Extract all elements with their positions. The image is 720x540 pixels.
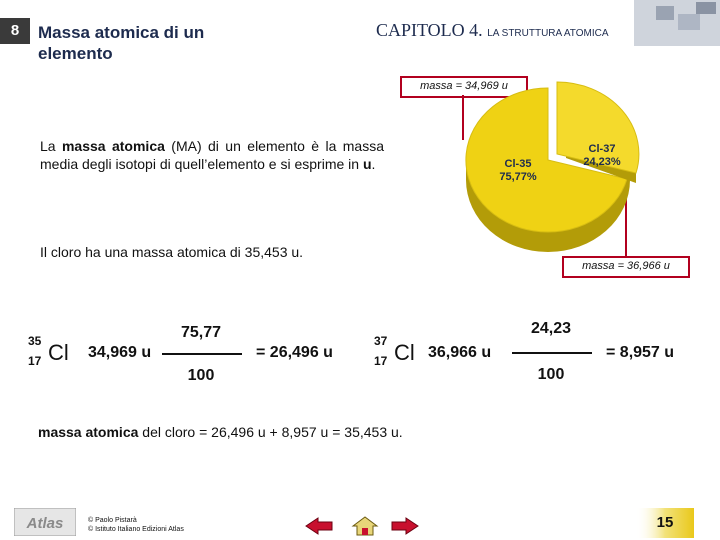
pie-label-cl35: Cl-35 [505, 158, 532, 170]
eq1-mass-number: 35 [28, 334, 42, 348]
footer-credit: © Paolo Pistarà © Istituto Italiano Ediz… [88, 516, 184, 534]
eq1-isotope-mass: 34,969 u [88, 344, 152, 361]
credit-publisher: © Istituto Italiano Edizioni Atlas [88, 526, 184, 533]
eq2-fraction-bar [512, 352, 592, 354]
result-line: massa atomica del cloro = 26,496 u + 8,9… [38, 424, 403, 440]
eq1-result: = 26,496 u [256, 344, 333, 361]
page-number-badge: 15 [636, 508, 694, 538]
slide-number: 8 [0, 18, 30, 44]
eq1-denominator: 100 [187, 367, 215, 384]
eq1-numerator: 75,77 [180, 324, 222, 341]
def-unit: u [362, 156, 372, 172]
eq2-symbol: Cl [394, 340, 415, 365]
def-pre: La [40, 138, 62, 154]
pie-label-cl37: Cl-37 [589, 143, 616, 155]
definition-paragraph: La massa atomica (MA) di un elemento è l… [40, 137, 384, 173]
eq2-atomic-number: 17 [374, 354, 388, 368]
eq2-denominator: 100 [537, 366, 565, 383]
atlas-logo-text: Atlas [26, 515, 64, 532]
chapter-main: CAPITOLO 4. [376, 20, 483, 40]
chapter-heading: CAPITOLO 4. LA STRUTTURA ATOMICA [376, 20, 609, 41]
slide-title: Massa atomica di un elemento [38, 23, 205, 63]
pie-percent-cl35: 75,77% [499, 171, 537, 183]
previous-arrow-icon[interactable] [304, 516, 334, 536]
pie-slice-cl37 [556, 81, 640, 174]
pie-chart [465, 81, 640, 252]
def-end: . [371, 156, 376, 172]
callout-cl35-mass: massa = 34,969 u [400, 76, 528, 98]
result-rest: del cloro = 26,496 u + 8,957 u = 35,453 … [138, 424, 403, 440]
eq2-mass-number: 37 [374, 334, 388, 348]
eq2-result: = 8,957 u [606, 344, 675, 361]
next-arrow-icon[interactable] [390, 516, 420, 536]
credit-author: © Paolo Pistarà [88, 517, 137, 524]
eq2-numerator: 24,23 [530, 320, 572, 337]
chlorine-mass-paragraph: Il cloro ha una massa atomica di 35,453 … [40, 244, 304, 260]
home-icon[interactable] [350, 516, 380, 536]
eq1-symbol: Cl [48, 340, 69, 365]
eq1-atomic-number: 17 [28, 354, 42, 368]
atlas-logo: Atlas [14, 508, 76, 536]
eq2-isotope-mass: 36,966 u [428, 344, 492, 361]
result-bold: massa atomica [38, 424, 139, 440]
pie-percent-cl37: 24,23% [583, 156, 621, 168]
pie-slice-cl35 [465, 87, 628, 233]
page-number-background [636, 508, 694, 538]
page-number: 15 [656, 514, 674, 531]
chapter-sub: LA STRUTTURA ATOMICA [487, 28, 609, 39]
eq1-fraction-bar [162, 353, 242, 355]
chapter-decoration [634, 0, 720, 46]
def-term: massa atomica [61, 138, 165, 154]
pie-base-side [466, 160, 630, 252]
def-mid: (MA) di un elemento è la massa media deg… [40, 138, 384, 172]
